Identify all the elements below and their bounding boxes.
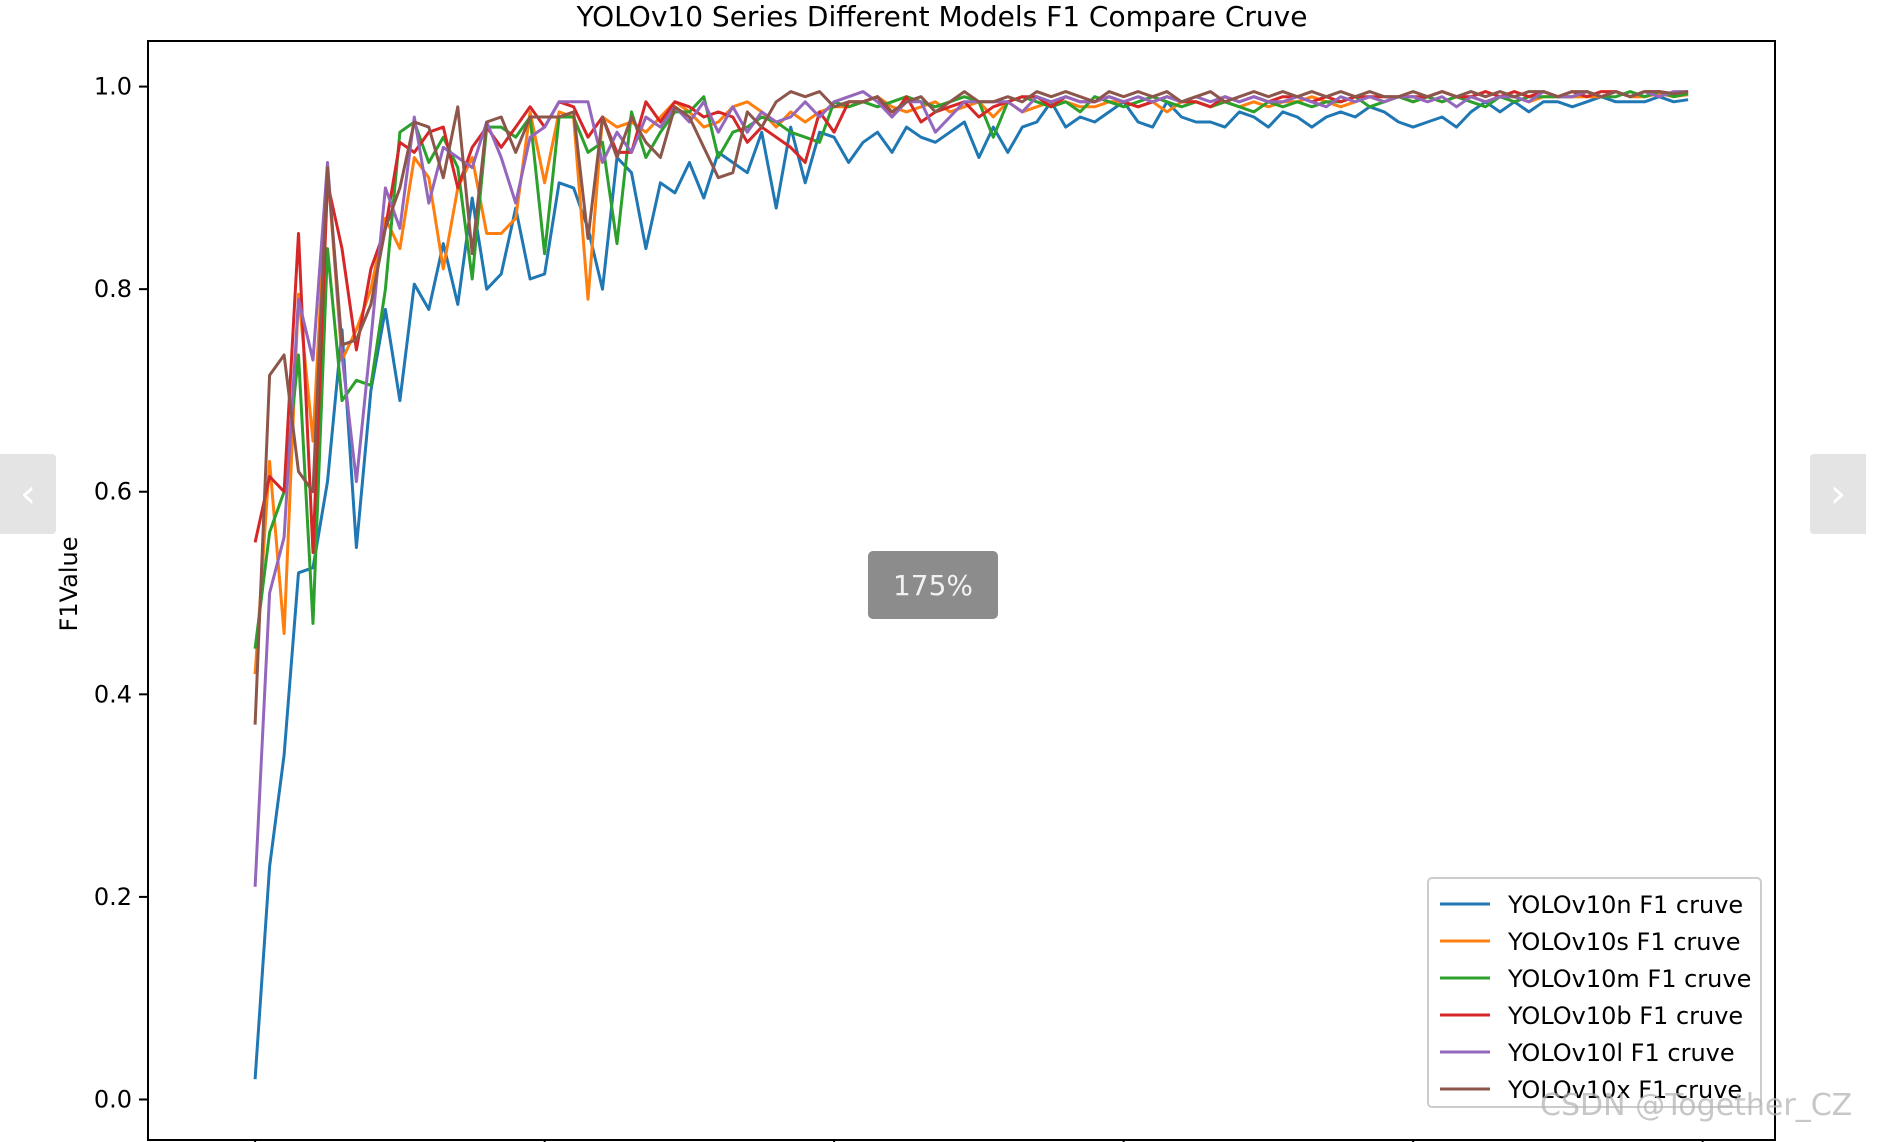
chevron-left-icon: ‹ bbox=[20, 471, 36, 517]
legend-label: YOLOv10l F1 cruve bbox=[1507, 1039, 1735, 1067]
y-tick-label: 0.8 bbox=[94, 275, 132, 303]
series-line-5 bbox=[253, 90, 1689, 887]
next-image-button[interactable]: › bbox=[1810, 454, 1866, 534]
legend-box bbox=[1427, 877, 1762, 1108]
y-tick-label: 1.0 bbox=[94, 73, 132, 101]
y-tick-label: 0.6 bbox=[94, 478, 132, 506]
plot-frame bbox=[147, 40, 1776, 1141]
watermark-text: CSDN @Together_CZ bbox=[1540, 1088, 1853, 1123]
legend-label: YOLOv10m F1 cruve bbox=[1507, 965, 1751, 993]
legend: YOLOv10n F1 cruve YOLOv10s F1 cruve YOLOv1… bbox=[1427, 877, 1762, 1108]
series-line-3 bbox=[253, 90, 1689, 649]
chart-title: YOLOv10 Series Different Models F1 Compa… bbox=[576, 0, 1308, 33]
prev-image-button[interactable]: ‹ bbox=[0, 454, 56, 534]
y-axis-label: F1Value bbox=[55, 537, 83, 632]
legend-label: YOLOv10x F1 cruve bbox=[1507, 1076, 1742, 1104]
series-line-1 bbox=[253, 95, 1689, 1080]
y-tick-label: 0.2 bbox=[94, 883, 132, 911]
zoom-level-badge: 175% bbox=[868, 551, 998, 619]
plot-area bbox=[253, 90, 1689, 1080]
series-line-6 bbox=[253, 90, 1689, 725]
legend-label: YOLOv10b F1 cruve bbox=[1507, 1002, 1743, 1030]
legend-label: YOLOv10n F1 cruve bbox=[1507, 891, 1743, 919]
axes: 0.00.20.40.60.81.0020406080100 bbox=[94, 40, 1776, 1142]
y-tick-label: 0.0 bbox=[94, 1085, 132, 1113]
y-tick-label: 0.4 bbox=[94, 680, 132, 708]
legend-label: YOLOv10s F1 cruve bbox=[1507, 928, 1740, 956]
chevron-right-icon: › bbox=[1830, 471, 1846, 517]
